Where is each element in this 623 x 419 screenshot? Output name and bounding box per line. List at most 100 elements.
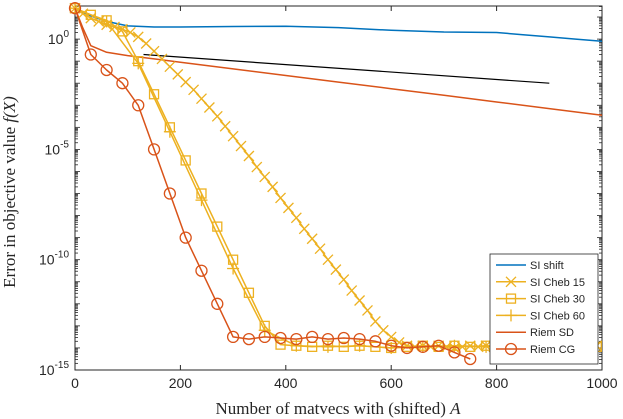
data-point-si-cheb-60 [100,15,113,28]
data-point-si-cheb-15 [203,102,215,113]
data-point-riem-cg [464,352,477,366]
marker-stroke [211,110,223,122]
marker-stroke [219,120,231,132]
y-tick-base: 10 [48,31,64,47]
x-tick-label: 1000 [586,375,617,391]
y-tick-label: 10-5 [45,139,70,157]
marker-stroke [227,130,239,142]
data-point-si-cheb-15 [132,31,144,43]
marker-stroke [377,324,389,336]
data-point-si-cheb-30 [117,26,128,37]
data-point-si-cheb-60 [163,125,176,138]
data-point-si-cheb-15 [243,150,255,162]
data-point-si-cheb-15 [385,331,397,343]
data-point-riem-cg [369,335,382,348]
data-point-riem-cg [321,332,335,346]
data-point-si-cheb-30 [212,221,223,232]
axis-ticks [74,6,603,371]
legend-box [489,253,599,365]
marker-stroke [290,212,302,224]
x-tick-label: 200 [169,375,193,391]
data-point-si-cheb-15 [282,202,294,214]
legend-label: Riem SD [530,327,574,339]
data-point-si-cheb-15 [290,212,302,224]
y-tick-label: 10-15 [39,360,69,378]
y-tick-exponent: 0 [63,29,69,40]
marker-stroke [203,102,215,113]
marker-stroke [116,23,128,35]
marker-stroke [196,93,207,105]
legend-marker [505,293,517,304]
data-point-si-cheb-60 [353,339,366,352]
data-point-si-cheb-15 [346,285,358,297]
data-point-si-cheb-15 [235,140,247,152]
marker-stroke [251,161,263,173]
data-point-riem-cg [147,143,161,156]
marker-stroke [109,21,120,33]
marker-stroke [172,68,184,80]
data-point-si-cheb-60 [132,57,145,70]
y-tick-exponent: -10 [55,250,70,261]
legend-item: Riem CG [496,342,575,356]
marker-stroke [362,304,373,316]
marker-stroke [267,181,279,193]
data-point-si-cheb-15 [251,161,263,173]
marker-stroke [354,295,366,306]
data-point-si-cheb-15 [85,12,97,24]
marker-stroke [505,276,517,288]
legend-item: SI Cheb 15 [496,276,585,289]
data-point-si-cheb-15 [211,110,223,122]
data-point-riem-cg [211,297,224,310]
x-tick-label: 0 [71,375,79,391]
data-point-si-cheb-60 [227,262,240,275]
legend-marker [505,276,517,288]
y-tick-base: 10 [45,141,61,157]
legend-item: SI Cheb 30 [496,293,585,306]
data-point-si-cheb-30 [243,287,255,298]
series-line-si-shift [74,7,603,43]
series-line-riem-sd [74,7,603,116]
data-point-si-cheb-15 [330,264,342,276]
data-point-si-cheb-15 [188,84,200,96]
data-point-si-cheb-60 [195,194,208,207]
legend-item: SI shift [496,260,564,272]
marker-stroke [314,243,326,255]
legend: SI shift SI Cheb 15 SI Cheb 30 SI Cheb 60 Ri… [489,253,599,365]
data-point-riem-cg [400,341,414,355]
data-point-riem-cg [226,330,240,344]
data-point-si-cheb-15 [196,93,207,105]
data-point-si-cheb-30 [275,339,286,350]
legend-marker [504,342,518,356]
y-axis-label: Error in objective value f(X) [0,96,19,288]
data-point-riem-cg [416,340,429,353]
data-point-riem-cg [258,330,271,344]
y-tick-exponent: -15 [55,360,70,371]
data-point-si-cheb-15 [322,254,334,266]
marker-stroke [346,285,358,297]
data-point-si-cheb-60 [385,341,398,354]
series-line-riem-cg [74,7,471,360]
legend-label: SI Cheb 60 [530,310,585,322]
data-point-si-cheb-15 [259,171,271,183]
y-tick-label: 100 [48,29,70,47]
data-point-riem-cg [337,331,350,345]
data-point-si-cheb-15 [306,233,318,245]
legend-label: SI Cheb 30 [530,294,585,306]
y-tick-base: 10 [39,252,55,268]
data-point-si-cheb-15 [362,304,373,316]
y-tick-exponent: -5 [60,139,69,150]
legend-label: Riem CG [530,344,575,356]
marker-stroke [243,150,255,162]
series-riem-cg [68,2,477,366]
x-axis-label: Number of matvecs with (shifted) A [215,399,461,418]
marker-stroke [85,12,97,24]
data-point-si-cheb-60 [448,339,461,352]
data-point-si-cheb-15 [298,223,310,235]
data-point-si-cheb-15 [116,23,128,35]
data-point-riem-cg [179,231,192,244]
marker-stroke [148,45,160,57]
legend-label: SI Cheb 15 [530,277,585,289]
data-point-riem-cg [305,330,319,344]
